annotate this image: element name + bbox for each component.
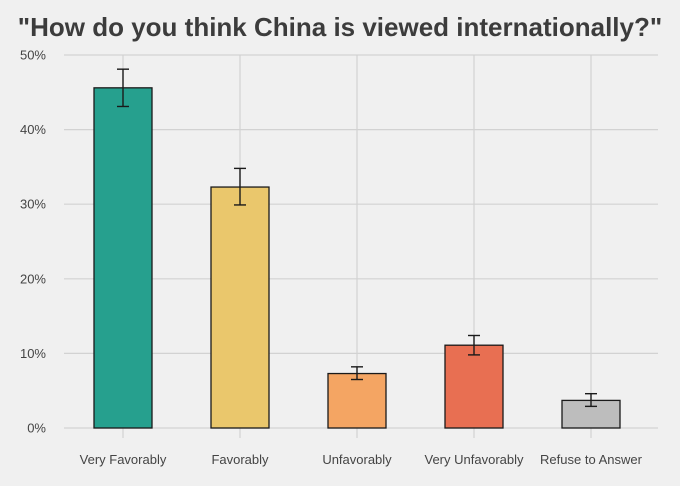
y-tick-label: 30% bbox=[20, 197, 46, 212]
chart-title: "How do you think China is viewed intern… bbox=[17, 12, 663, 42]
x-tick-label: Very Favorably bbox=[80, 452, 167, 467]
bar bbox=[210, 186, 270, 429]
y-tick-label: 50% bbox=[20, 48, 46, 63]
y-tick-label: 40% bbox=[20, 122, 46, 137]
y-tick-label: 10% bbox=[20, 346, 46, 361]
bar bbox=[327, 372, 387, 429]
x-tick-label: Unfavorably bbox=[322, 452, 392, 467]
y-tick-label: 0% bbox=[27, 421, 46, 436]
x-tick-label: Favorably bbox=[211, 452, 269, 467]
y-tick-label: 20% bbox=[20, 271, 46, 286]
x-tick-label: Refuse to Answer bbox=[540, 452, 643, 467]
bar bbox=[444, 344, 504, 429]
bar bbox=[93, 87, 153, 429]
x-tick-label: Very Unfavorably bbox=[425, 452, 524, 467]
